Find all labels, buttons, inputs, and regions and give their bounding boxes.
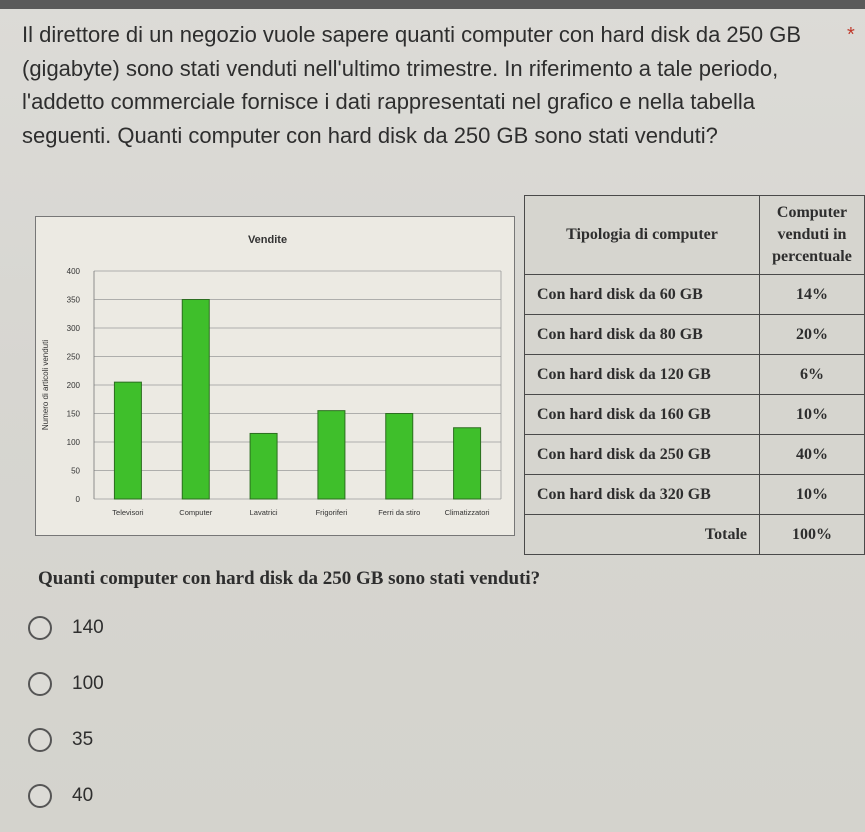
bar-computer bbox=[181, 299, 210, 500]
table-row: Con hard disk da 160 GB 10% bbox=[524, 394, 865, 435]
row-percentage: 6% bbox=[759, 354, 865, 395]
row-percentage: 40% bbox=[759, 434, 865, 475]
subquestion-text: Quanti computer con hard disk da 250 GB … bbox=[38, 568, 541, 589]
radio-button[interactable] bbox=[28, 728, 52, 752]
bar-frigoriferi bbox=[317, 410, 346, 500]
row-percentage: 10% bbox=[759, 394, 865, 435]
x-tick-label: Frigoriferi bbox=[316, 508, 348, 517]
answer-option-35[interactable]: 35 bbox=[28, 725, 93, 755]
header-type: Tipologia di computer bbox=[524, 195, 760, 275]
option-label: 100 bbox=[72, 673, 104, 694]
table-row: Con hard disk da 80 GB 20% bbox=[524, 314, 865, 355]
x-tick-label: Climatizzatori bbox=[445, 508, 490, 517]
row-type: Con hard disk da 320 GB bbox=[524, 474, 760, 515]
radio-button[interactable] bbox=[28, 616, 52, 640]
y-tick-label: 400 bbox=[67, 267, 81, 276]
bar-ferri-da-stiro bbox=[385, 413, 414, 500]
row-percentage: 14% bbox=[759, 274, 865, 315]
option-label: 140 bbox=[72, 617, 104, 638]
total-label: Totale bbox=[524, 514, 760, 555]
top-bar bbox=[0, 0, 865, 9]
row-percentage: 10% bbox=[759, 474, 865, 515]
answer-option-100[interactable]: 100 bbox=[28, 669, 104, 699]
answer-option-40[interactable]: 40 bbox=[28, 781, 93, 811]
y-tick-label: 200 bbox=[67, 381, 81, 390]
chart-title: Vendite bbox=[248, 234, 287, 246]
table-row: Con hard disk da 250 GB 40% bbox=[524, 434, 865, 475]
option-label: 35 bbox=[72, 729, 94, 750]
table-row: Con hard disk da 120 GB 6% bbox=[524, 354, 865, 395]
question-text: Il direttore di un negozio vuole sapere … bbox=[22, 22, 802, 148]
option-label: 40 bbox=[72, 785, 94, 806]
x-tick-label: Lavatrici bbox=[250, 508, 278, 517]
row-type: Con hard disk da 250 GB bbox=[524, 434, 760, 475]
y-tick-label: 100 bbox=[67, 438, 81, 447]
sales-table: Tipologia di computer Computer venduti i… bbox=[524, 195, 865, 555]
row-type: Con hard disk da 160 GB bbox=[524, 394, 760, 435]
table-row: Con hard disk da 320 GB 10% bbox=[524, 474, 865, 515]
y-tick-label: 150 bbox=[67, 410, 81, 419]
row-type: Con hard disk da 60 GB bbox=[524, 274, 760, 315]
required-marker: * bbox=[847, 24, 855, 46]
header-percentage: Computer venduti in percentuale bbox=[759, 195, 865, 275]
row-type: Con hard disk da 120 GB bbox=[524, 354, 760, 395]
y-tick-label: 250 bbox=[67, 353, 81, 362]
y-tick-label: 0 bbox=[76, 495, 81, 504]
table-row: Con hard disk da 60 GB 14% bbox=[524, 274, 865, 315]
bar-chart-svg: Vendite 0 50 100 150 200 250 300 350 400 Numero di… bbox=[41, 234, 502, 517]
table-total-row: Totale 100% bbox=[524, 514, 865, 555]
y-axis-label: Numero di articoli venduti bbox=[41, 340, 50, 430]
sales-chart: Vendite 0 50 100 150 200 250 300 350 400 Numero di… bbox=[35, 216, 515, 536]
bar-televisori bbox=[113, 381, 142, 500]
y-tick-label: 300 bbox=[67, 324, 81, 333]
x-tick-label: Computer bbox=[179, 508, 212, 517]
bar-lavatrici bbox=[249, 432, 278, 500]
row-percentage: 20% bbox=[759, 314, 865, 355]
y-tick-label: 50 bbox=[71, 467, 80, 476]
y-tick-label: 350 bbox=[67, 296, 81, 305]
x-tick-label: Ferri da stiro bbox=[378, 508, 420, 517]
radio-button[interactable] bbox=[28, 672, 52, 696]
bar-climatizzatori bbox=[453, 427, 482, 500]
x-tick-label: Televisori bbox=[112, 508, 144, 517]
total-value: 100% bbox=[759, 514, 865, 555]
row-type: Con hard disk da 80 GB bbox=[524, 314, 760, 355]
table-header-row: Tipologia di computer Computer venduti i… bbox=[524, 195, 865, 275]
radio-button[interactable] bbox=[28, 784, 52, 808]
answer-option-140[interactable]: 140 bbox=[28, 613, 104, 643]
